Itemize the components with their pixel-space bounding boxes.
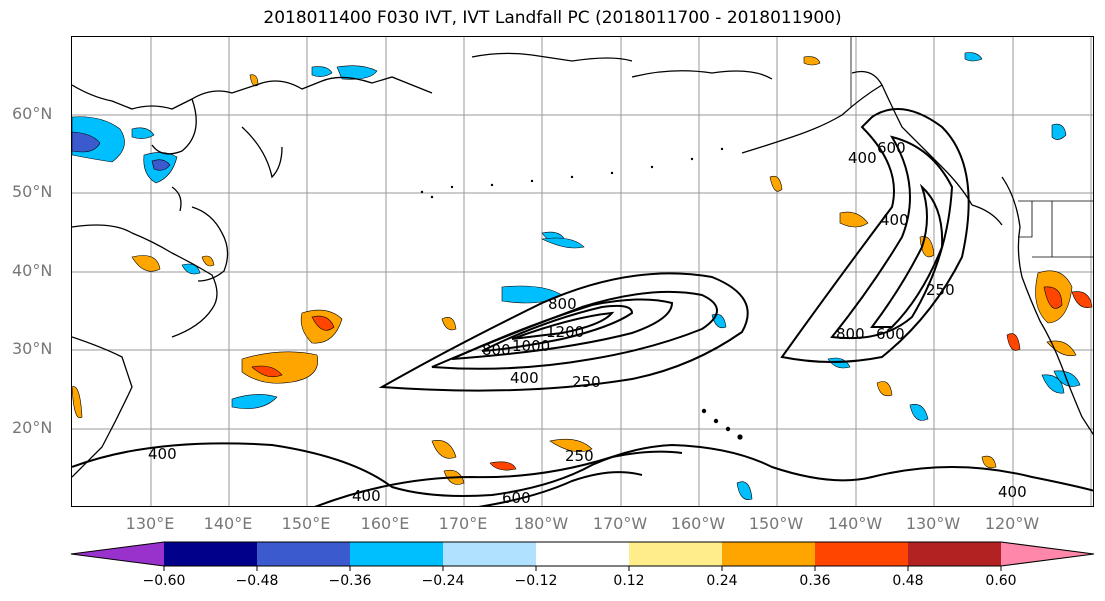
lon-label-170w: 170°W <box>592 514 648 533</box>
contour-label: 800 <box>482 341 511 359</box>
contour-labels: 600 400 400 250 800 600 800 1000 1200 80… <box>148 139 1027 507</box>
contour-label: 250 <box>572 373 601 391</box>
contour-label: 800 <box>836 325 865 343</box>
colorbar <box>70 541 1095 571</box>
colorbar-segment <box>629 542 723 566</box>
colorbar-tick-label: 0.24 <box>706 573 738 589</box>
contour-label: 1200 <box>546 323 584 341</box>
contour-label: 800 <box>548 295 577 313</box>
contour-label: 400 <box>998 483 1027 501</box>
colorbar-segment <box>908 542 1002 566</box>
colorbar-segment <box>1001 542 1094 566</box>
lon-label-150w: 150°W <box>748 514 804 533</box>
colorbar-segment <box>722 542 816 566</box>
colorbar-segment <box>350 542 444 566</box>
contour-label: 1000 <box>512 337 550 355</box>
contour-label: 400 <box>880 211 909 229</box>
colorbar-tick-label: −0.48 <box>235 573 279 589</box>
islands <box>420 147 743 440</box>
contour-label: 250 <box>926 281 955 299</box>
lon-label-140w: 140°W <box>827 514 883 533</box>
lon-label-140e: 140°E <box>203 514 253 533</box>
coastlines <box>72 52 1093 478</box>
colorbar-tick-label: 0.12 <box>613 573 645 589</box>
contour-label: 400 <box>510 369 539 387</box>
colorbar-segment <box>815 542 909 566</box>
lon-label-160w: 160°W <box>670 514 726 533</box>
lat-label-50n: 50°N <box>12 182 53 201</box>
map-panel: 600 400 400 250 800 600 800 1000 1200 80… <box>71 36 1094 507</box>
contour-label: 600 <box>877 139 906 157</box>
lon-label-130w: 130°W <box>905 514 961 533</box>
contour-label: 400 <box>148 445 177 463</box>
colorbar-tick-label: −0.24 <box>421 573 465 589</box>
lat-label-60n: 60°N <box>12 104 53 123</box>
colorbar-tick-label: −0.36 <box>328 573 372 589</box>
colorbar-tick-label: −0.12 <box>514 573 558 589</box>
lon-label-130e: 130°E <box>125 514 175 533</box>
colorbar-tick-label: 0.36 <box>799 573 831 589</box>
map-canvas: 600 400 400 250 800 600 800 1000 1200 80… <box>72 37 1093 507</box>
colorbar-segment <box>257 542 351 566</box>
lon-label-180w: 180°W <box>513 514 569 533</box>
ivt-contours <box>72 108 1093 506</box>
map-title: 2018011400 F030 IVT, IVT Landfall PC (20… <box>263 8 842 28</box>
contour-label: 250 <box>565 447 594 465</box>
contour-label: 600 <box>876 325 905 343</box>
colorbar-segment <box>164 542 258 566</box>
colorbar-segments <box>70 541 1095 571</box>
colorbar-segment <box>536 542 630 566</box>
colorbar-segment <box>71 542 164 566</box>
colorbar-segment <box>443 542 537 566</box>
colorbar-tick-label: 0.48 <box>892 573 924 589</box>
lon-label-170e: 170°E <box>438 514 488 533</box>
contour-label: 400 <box>352 487 381 505</box>
gridlines <box>72 37 1093 506</box>
lat-label-20n: 20°N <box>12 418 53 437</box>
lon-label-120w: 120°W <box>984 514 1040 533</box>
contour-label: 600 <box>502 489 531 507</box>
pc-shading <box>72 52 1093 500</box>
contour-label: 400 <box>848 149 877 167</box>
lon-label-150e: 150°E <box>281 514 331 533</box>
lon-label-160e: 160°E <box>360 514 410 533</box>
boundaries <box>850 37 1093 258</box>
lat-label-40n: 40°N <box>12 261 53 280</box>
colorbar-tick-label: 0.60 <box>985 573 1017 589</box>
lat-label-30n: 30°N <box>12 339 53 358</box>
colorbar-tick-label: −0.60 <box>142 573 186 589</box>
